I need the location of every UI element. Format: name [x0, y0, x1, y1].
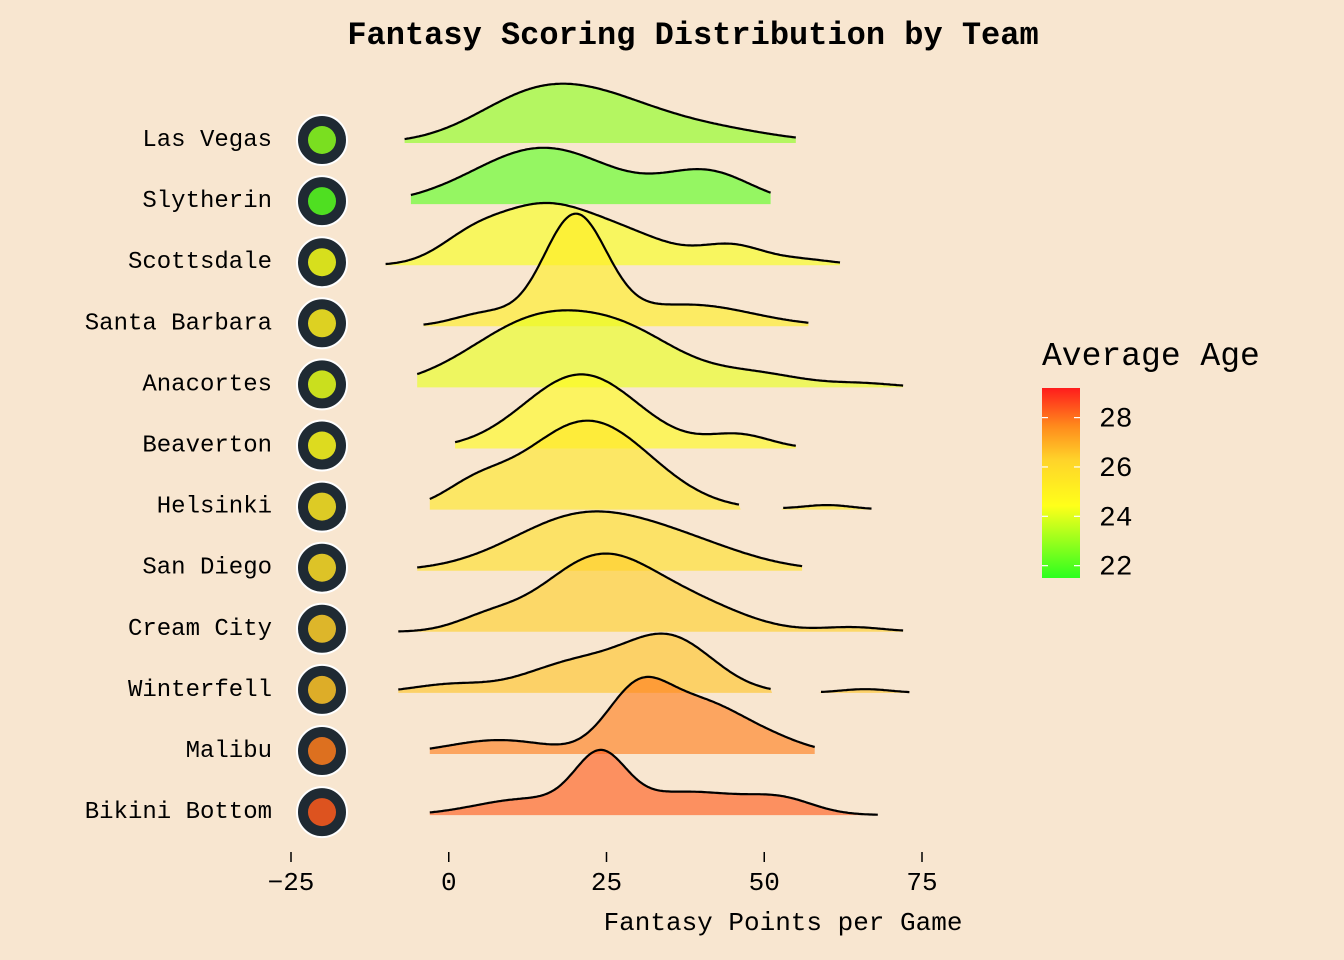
ridge-outline	[821, 688, 910, 694]
ridge-winterfell	[398, 632, 910, 694]
ridge-scottsdale	[385, 201, 841, 266]
ridge-bikini-bottom	[429, 748, 878, 816]
x-tick-label: 25	[591, 868, 622, 898]
legend-ticks: 22 24 26 28	[1042, 405, 1133, 584]
ridge-fill	[398, 553, 904, 632]
ridge-san-diego	[417, 510, 803, 571]
legend-title: Average Age	[1042, 338, 1260, 375]
ridge-beaverton	[454, 373, 797, 449]
team-logos	[296, 114, 348, 839]
ridge-outline	[429, 675, 815, 750]
sin-city-scorpions-logo	[296, 114, 348, 166]
legend-tick-label: 24	[1099, 503, 1133, 534]
legend: Average Age 22 24 26 28	[1042, 338, 1260, 584]
ridge-outline	[398, 552, 904, 633]
x-tick-label: 75	[906, 868, 937, 898]
orcas-logo	[296, 358, 348, 411]
ridge-outline	[783, 504, 872, 510]
ridge-outline	[454, 373, 797, 447]
ridge-outline	[429, 748, 878, 816]
bigfoot-logo	[296, 419, 348, 472]
ridge-cream-city	[398, 552, 904, 633]
ridges-group	[385, 82, 910, 816]
ridge-fill	[455, 374, 796, 449]
ridge-outline	[416, 309, 904, 387]
ridge-las-vegas	[404, 82, 796, 143]
team-label: Bikini Bottom	[85, 799, 272, 826]
team-label: Santa Barbara	[85, 310, 272, 337]
team-label: Slytherin	[142, 188, 272, 215]
ridge-fill	[385, 203, 840, 266]
x-tick-label: 50	[749, 868, 780, 898]
team-label: Beaverton	[142, 433, 272, 460]
team-label: Helsinki	[157, 494, 272, 521]
ridge-outline	[398, 632, 771, 691]
ridge-fill	[404, 83, 796, 143]
ridge-fill	[417, 511, 803, 571]
team-label: Malibu	[186, 738, 272, 765]
ridge-slytherin	[410, 146, 771, 205]
team-label: Scottsdale	[128, 249, 272, 276]
slytherin-snake-logo	[296, 175, 348, 228]
ridge-outline	[417, 510, 803, 569]
ridge-outline	[385, 201, 841, 266]
team-label: San Diego	[142, 555, 272, 582]
shark-basketball-logo	[296, 297, 348, 350]
ridge-anacortes	[416, 309, 904, 388]
cow-mascot-logo	[296, 725, 348, 777]
ridge-malibu	[429, 675, 815, 754]
chart-title: Fantasy Scoring Distribution by Team	[347, 17, 1038, 54]
x-tick-label: −25	[268, 868, 315, 898]
ridge-fill	[429, 420, 872, 510]
ridge-fill	[429, 749, 878, 816]
team-labels: Las Vegas Slytherin Scottsdale Santa Barbar…	[85, 127, 272, 826]
team-label: Winterfell	[128, 677, 272, 704]
ridge-outline	[404, 82, 796, 141]
helsinki-hounds-logo	[296, 480, 348, 533]
x-axis-label: Fantasy Points per Game	[604, 908, 963, 938]
legend-tick-label: 28	[1099, 405, 1133, 436]
ridge-outline	[410, 146, 771, 197]
ridge-santa-barbara	[423, 212, 809, 327]
team-label: Las Vegas	[142, 127, 272, 154]
ridge-fill	[398, 633, 910, 693]
x-axis: −25 0 25 50 75	[268, 852, 938, 898]
team-label: Cream City	[128, 616, 272, 643]
legend-tick-label: 22	[1099, 553, 1133, 584]
cartoon-kid-basketball-logo	[296, 236, 348, 289]
team-label: Anacortes	[142, 371, 272, 398]
ridge-fill	[410, 147, 771, 205]
legend-colorbar	[1042, 388, 1080, 578]
x-tick-label: 0	[441, 868, 457, 898]
legend-tick-label: 26	[1099, 454, 1133, 485]
san-diego-ghost-logo	[296, 541, 348, 594]
armored-knight-logo	[296, 602, 348, 655]
ridge-outline	[429, 419, 740, 506]
ridge-helsinki	[429, 419, 872, 510]
ridge-outline	[423, 212, 809, 326]
ridge-fill	[429, 676, 815, 754]
bbb-logo	[296, 786, 348, 839]
direwolf-logo	[296, 663, 348, 716]
ridge-fill	[417, 310, 904, 388]
